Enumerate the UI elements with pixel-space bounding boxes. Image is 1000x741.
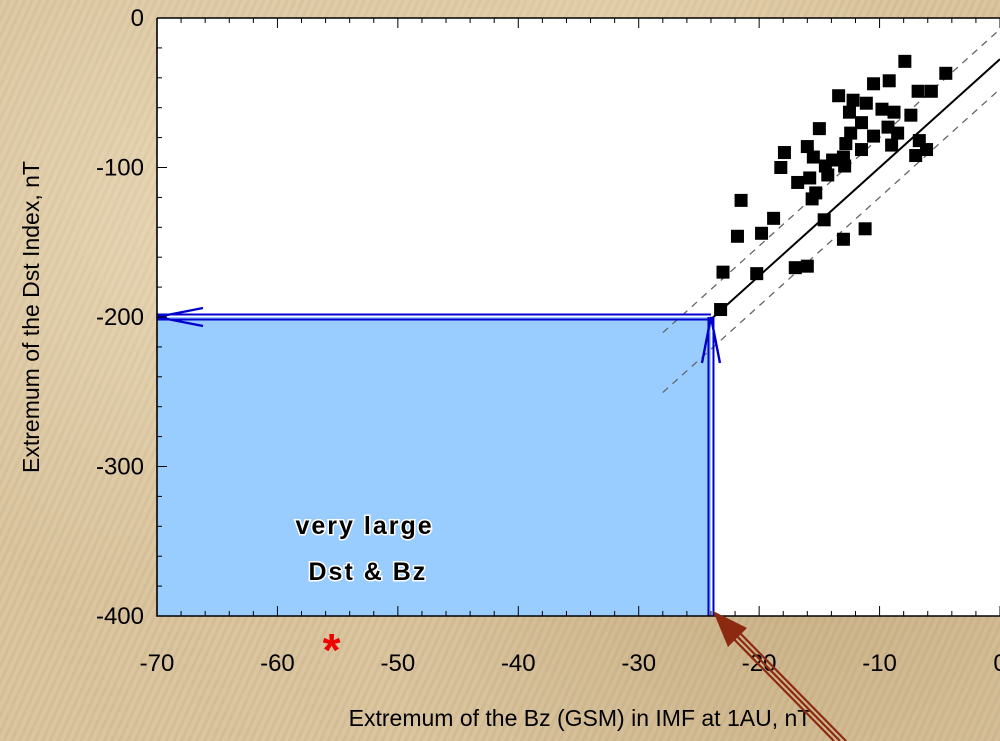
data-point — [806, 150, 820, 164]
y-tick-label: 0 — [131, 5, 144, 32]
arrow-head — [700, 316, 722, 364]
data-point — [817, 213, 831, 227]
data-point — [844, 126, 858, 140]
y-tick-label: -300 — [96, 454, 144, 481]
data-point — [734, 193, 748, 207]
y-tick-label: -200 — [96, 304, 144, 331]
x-tick-label: -70 — [140, 650, 175, 677]
x-tick-label: -60 — [260, 650, 295, 677]
data-point — [767, 211, 781, 225]
data-point — [832, 89, 846, 103]
data-point — [774, 161, 788, 174]
data-point — [838, 159, 852, 173]
pointer-shaft — [719, 624, 835, 741]
data-point — [842, 105, 856, 119]
data-point — [867, 77, 881, 91]
y-tick-label: -400 — [96, 603, 144, 630]
data-point — [887, 105, 901, 119]
x-tick-label: -50 — [381, 650, 416, 677]
data-point — [924, 84, 938, 98]
data-point — [909, 149, 923, 163]
data-point — [911, 84, 925, 98]
data-point — [821, 168, 835, 182]
data-point — [716, 265, 730, 279]
x-tick-label: -10 — [862, 650, 897, 677]
x-tick-label: -30 — [621, 650, 656, 677]
data-point — [812, 122, 826, 136]
region-label: very large — [295, 512, 433, 540]
data-point — [898, 54, 912, 68]
data-point — [859, 96, 873, 110]
data-point — [867, 129, 881, 143]
data-point — [777, 146, 791, 160]
pointer-head — [713, 611, 747, 647]
data-point — [939, 66, 953, 80]
pointer-arrow — [713, 611, 847, 741]
data-point — [839, 137, 853, 151]
y-tick-label: -100 — [96, 155, 144, 182]
data-point — [836, 232, 850, 246]
data-point — [750, 267, 764, 281]
data-point — [885, 138, 899, 152]
data-point — [904, 108, 918, 122]
data-point — [714, 303, 728, 317]
star-marker: * — [323, 624, 341, 676]
vertical-arrow — [700, 316, 722, 616]
data-point — [882, 74, 896, 88]
x-tick-label: -40 — [501, 650, 536, 677]
data-point — [858, 222, 872, 236]
data-point — [875, 102, 889, 116]
data-point — [755, 226, 769, 240]
x-tick-label: 0 — [993, 650, 1000, 677]
data-point — [800, 140, 814, 154]
data-point — [805, 192, 819, 206]
data-point — [788, 261, 802, 275]
data-point — [891, 126, 905, 140]
data-point — [920, 143, 934, 157]
data-point — [791, 175, 805, 189]
x-axis-label: Extremum of the Bz (GSM) in IMF at 1AU, … — [349, 705, 812, 731]
data-point — [730, 229, 744, 243]
lower-band-line — [662, 88, 1000, 393]
pointer-shaft — [731, 624, 847, 741]
data-point — [855, 143, 869, 157]
data-point — [855, 116, 869, 130]
highlight-region — [157, 317, 711, 616]
y-axis-label: Extremum of the Dst Index, nT — [18, 161, 44, 473]
data-point — [846, 93, 860, 107]
data-point — [803, 171, 817, 185]
data-point — [800, 259, 814, 273]
pointer-shaft — [725, 624, 841, 741]
region-label: Dst & Bz — [308, 558, 427, 586]
